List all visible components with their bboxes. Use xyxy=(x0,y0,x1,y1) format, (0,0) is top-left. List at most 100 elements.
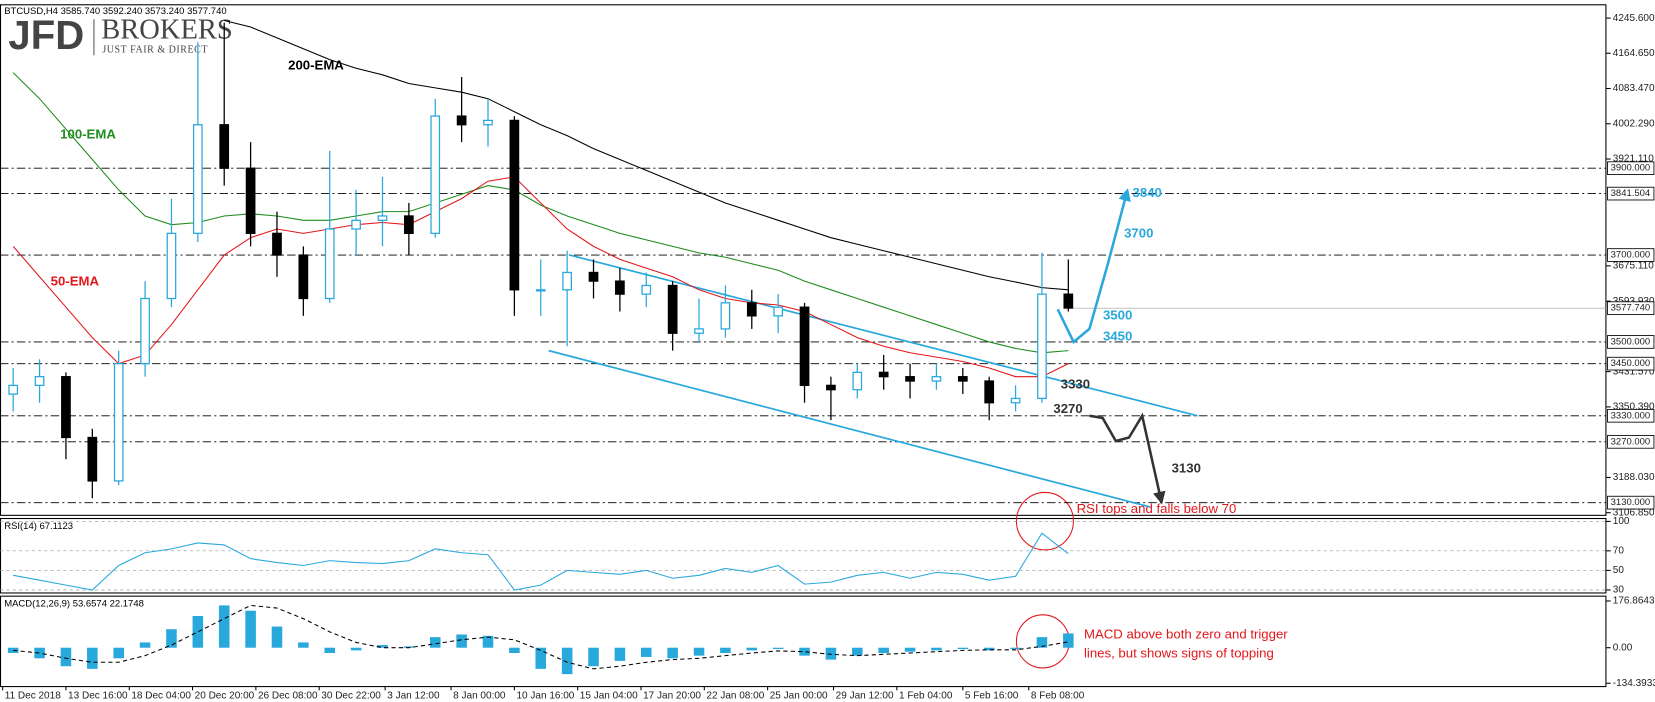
candle-body xyxy=(34,376,45,387)
macd-bar xyxy=(245,610,256,648)
candle-body xyxy=(615,280,625,295)
macd-bar xyxy=(1036,637,1048,648)
price-box xyxy=(1607,301,1655,315)
candle-body xyxy=(483,119,493,126)
rsi-annotation: RSI tops and falls below 70 xyxy=(1077,501,1237,516)
candle-body xyxy=(957,376,968,382)
macd-bar xyxy=(772,647,784,650)
level-box xyxy=(1607,186,1655,201)
candle-body xyxy=(694,328,704,334)
macd-bar xyxy=(166,629,177,648)
candle-body xyxy=(1037,293,1047,400)
candle-body xyxy=(562,271,572,291)
logo-tagline: JUST FAIR & DIRECT xyxy=(102,44,208,55)
scenario-label: 3130 xyxy=(1172,461,1201,476)
candle-body xyxy=(535,289,546,292)
candle-body xyxy=(8,384,19,395)
ema-line xyxy=(224,20,1069,291)
candle-body xyxy=(1010,397,1021,404)
candle-body xyxy=(87,436,98,482)
candle-body xyxy=(773,306,784,317)
macd-bar xyxy=(614,647,626,661)
level-label: 3700.000 xyxy=(1611,250,1651,261)
macd-bar xyxy=(509,647,520,654)
macd-bar xyxy=(87,647,98,669)
macd-bar xyxy=(904,647,916,652)
level-box xyxy=(1607,248,1655,262)
candle-body xyxy=(140,297,150,365)
ema-label: 50-EMA xyxy=(51,273,100,288)
x-tick-label: 8 Feb 08:00 xyxy=(1031,690,1085,701)
rsi-title: RSI(14) 67.1123 xyxy=(4,521,73,532)
macd-bar xyxy=(667,647,678,659)
y-tick-label: 4164.650 xyxy=(1613,48,1655,59)
channel-line xyxy=(569,254,1198,417)
ema-line xyxy=(12,72,1069,354)
y-tick-label: 50 xyxy=(1613,565,1625,576)
candle-body xyxy=(113,363,124,482)
candle-body xyxy=(509,119,520,291)
candle-body xyxy=(351,219,361,230)
rsi-panel xyxy=(0,517,1607,594)
macd-annotation: MACD above both zero and trigger xyxy=(1084,626,1288,641)
macd-bar xyxy=(799,647,810,656)
macd-bar xyxy=(139,642,151,648)
candle-body xyxy=(192,124,203,234)
x-tick-label: 20 Dec 20:00 xyxy=(195,690,255,701)
candle-body xyxy=(720,302,731,330)
candle-body xyxy=(1063,293,1074,309)
macd-bar xyxy=(878,647,889,654)
candle-body xyxy=(404,215,414,234)
level-box xyxy=(1607,408,1655,423)
x-tick-label: 18 Dec 04:00 xyxy=(131,690,191,701)
candle-body xyxy=(166,232,177,300)
price-panel xyxy=(0,4,1607,516)
scenario-label: 3700 xyxy=(1124,225,1153,240)
macd-bar xyxy=(957,647,969,650)
rsi-line xyxy=(13,532,1069,591)
y-tick-label: 3593.930 xyxy=(1613,296,1655,307)
candle-body xyxy=(984,380,995,404)
level-box xyxy=(1607,335,1655,349)
macd-bar xyxy=(218,605,230,648)
candle-body xyxy=(746,302,757,317)
candle-body xyxy=(272,232,282,256)
y-tick-label: 4002.290 xyxy=(1613,118,1655,129)
symbol-header: BTCUSD,H4 3585.740 3592.240 3573.240 357… xyxy=(4,6,226,17)
macd-bar xyxy=(746,647,758,651)
candle-body xyxy=(852,371,863,391)
macd-bar xyxy=(588,647,599,667)
y-tick-label: 3350.390 xyxy=(1613,402,1655,413)
level-label: 3130.000 xyxy=(1611,497,1651,508)
logo-main: JFD xyxy=(8,13,84,58)
y-tick-label: 3106.850 xyxy=(1613,507,1655,518)
level-box xyxy=(1607,435,1655,449)
macd-title: MACD(12,26,9) 53.6574 22.1748 xyxy=(4,599,144,610)
x-tick-label: 1 Feb 04:00 xyxy=(899,690,953,701)
macd-bar xyxy=(7,647,19,654)
macd-bar xyxy=(429,637,441,648)
x-tick-label: 30 Dec 22:00 xyxy=(321,690,381,701)
candle-body xyxy=(430,115,441,234)
level-label: 3270.000 xyxy=(1611,436,1651,447)
macd-bar xyxy=(60,647,72,667)
y-tick-label: 3675.110 xyxy=(1613,261,1654,272)
macd-bar xyxy=(640,647,652,657)
macd-bar xyxy=(561,647,573,675)
x-tick-label: 5 Feb 16:00 xyxy=(965,690,1019,701)
macd-bar xyxy=(34,647,45,659)
macd-bar xyxy=(456,634,467,648)
y-tick-label: 176.8643 xyxy=(1613,596,1655,607)
candle-body xyxy=(245,167,256,234)
x-tick-label: 25 Jan 00:00 xyxy=(770,690,828,701)
candle-body xyxy=(219,124,230,169)
y-tick-label: 3921.110 xyxy=(1613,154,1654,165)
candle-body xyxy=(377,215,388,221)
macd-bar xyxy=(271,626,283,648)
scenario-arrow xyxy=(1056,188,1131,344)
level-label: 3841.504 xyxy=(1611,188,1651,199)
logo-brand: BROKERS xyxy=(101,14,232,45)
candle-body xyxy=(641,284,652,295)
candle-body xyxy=(905,376,915,382)
